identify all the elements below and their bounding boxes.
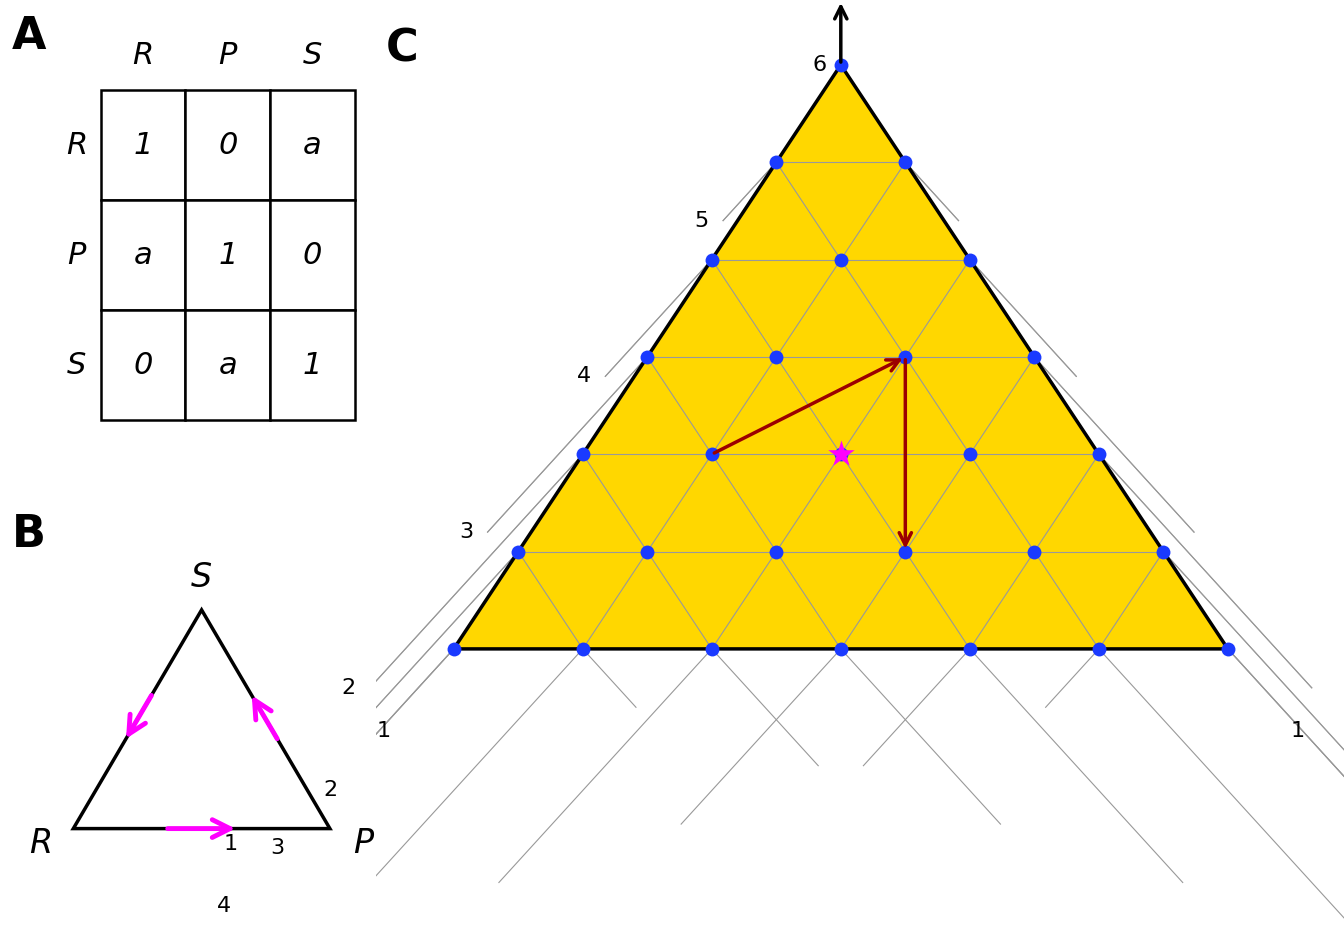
Point — [637, 349, 659, 364]
Text: a: a — [304, 131, 321, 159]
Text: R: R — [28, 827, 52, 859]
Point — [960, 641, 981, 656]
Point — [895, 544, 917, 559]
Bar — [185, 90, 270, 200]
Point — [1024, 349, 1046, 364]
Point — [1024, 544, 1046, 559]
Text: 1: 1 — [376, 721, 391, 742]
Text: 4: 4 — [577, 366, 591, 387]
Point — [444, 641, 465, 656]
Text: S: S — [302, 41, 323, 70]
Point — [895, 349, 917, 364]
Text: 1: 1 — [133, 131, 153, 159]
Point — [637, 544, 659, 559]
Point — [831, 641, 852, 656]
Text: 6: 6 — [812, 55, 827, 75]
Point — [960, 252, 981, 267]
Point — [766, 349, 788, 364]
Point — [766, 544, 788, 559]
Text: 1: 1 — [1290, 721, 1305, 742]
Point — [508, 544, 530, 559]
Text: 2: 2 — [341, 678, 355, 698]
Bar — [270, 90, 355, 200]
Point — [1153, 544, 1175, 559]
Point — [960, 447, 981, 462]
Text: 5: 5 — [695, 210, 708, 231]
Point — [766, 155, 788, 170]
Point — [831, 57, 852, 72]
Point — [831, 447, 852, 462]
Text: R: R — [66, 131, 87, 159]
Text: 0: 0 — [302, 241, 323, 270]
Text: 3: 3 — [270, 838, 285, 858]
Text: R: R — [133, 41, 153, 70]
Text: 3: 3 — [458, 522, 473, 542]
Text: 2: 2 — [324, 780, 337, 800]
Text: A: A — [12, 15, 47, 58]
Point — [702, 641, 723, 656]
Bar — [270, 311, 355, 421]
Text: 0: 0 — [133, 351, 153, 380]
Point — [702, 447, 723, 462]
Point — [1089, 641, 1110, 656]
Bar — [101, 311, 185, 421]
Text: P: P — [219, 41, 237, 70]
Text: S: S — [67, 351, 86, 380]
Text: B: B — [12, 514, 46, 556]
Bar — [101, 200, 185, 311]
Text: 1: 1 — [302, 351, 323, 380]
Text: 0: 0 — [218, 131, 238, 159]
Bar — [185, 311, 270, 421]
Text: P: P — [67, 241, 86, 270]
Point — [573, 447, 594, 462]
Text: 4: 4 — [216, 896, 231, 917]
Point — [895, 155, 917, 170]
Bar — [101, 90, 185, 200]
Bar — [270, 200, 355, 311]
Point — [573, 641, 594, 656]
Point — [1089, 447, 1110, 462]
Text: 1: 1 — [218, 241, 238, 270]
Text: S: S — [191, 561, 212, 593]
Text: a: a — [134, 241, 152, 270]
Polygon shape — [454, 65, 1228, 649]
Bar — [185, 200, 270, 311]
Text: 1: 1 — [223, 833, 238, 854]
Text: C: C — [386, 28, 419, 70]
Point — [831, 252, 852, 267]
Point — [831, 447, 852, 462]
Point — [1218, 641, 1239, 656]
Point — [702, 252, 723, 267]
Text: a: a — [219, 351, 237, 380]
Text: P: P — [353, 827, 372, 859]
